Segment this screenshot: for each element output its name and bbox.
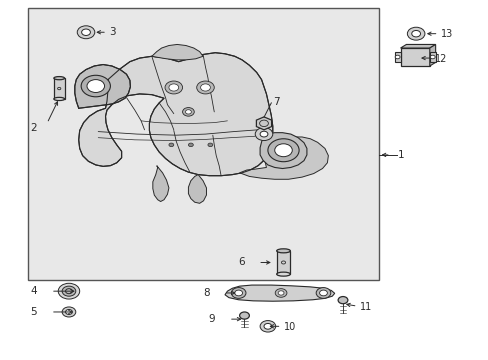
Circle shape [429,55,434,59]
Text: 1: 1 [397,150,404,160]
Circle shape [255,128,272,140]
Circle shape [260,131,267,137]
Circle shape [196,81,214,94]
Circle shape [77,26,95,39]
Circle shape [185,110,191,114]
Circle shape [407,27,424,40]
Bar [394,51,400,62]
Text: 12: 12 [434,54,446,64]
Bar [276,251,290,274]
Circle shape [260,320,275,332]
Bar [27,8,378,280]
Ellipse shape [276,249,290,253]
Text: 13: 13 [440,30,452,39]
Circle shape [164,81,182,94]
Ellipse shape [276,272,290,276]
Circle shape [188,143,193,147]
Ellipse shape [54,77,64,80]
Circle shape [411,31,420,37]
Circle shape [62,286,76,296]
Polygon shape [429,44,435,66]
Ellipse shape [54,97,64,100]
Polygon shape [260,133,306,168]
Circle shape [65,310,72,315]
Polygon shape [152,44,203,60]
Circle shape [234,290,242,296]
Polygon shape [256,117,271,130]
Text: 5: 5 [30,307,37,317]
Bar [54,78,64,99]
Circle shape [267,139,299,162]
Circle shape [182,108,194,116]
Circle shape [394,55,399,59]
Circle shape [337,297,347,304]
Circle shape [168,143,173,147]
Text: 7: 7 [272,97,279,107]
Polygon shape [79,53,272,176]
Polygon shape [400,44,435,48]
Text: 3: 3 [109,27,115,37]
Circle shape [200,84,210,91]
Polygon shape [188,175,206,203]
Text: 9: 9 [208,314,215,324]
Circle shape [87,80,104,93]
Circle shape [81,29,90,36]
Text: 8: 8 [203,288,210,298]
Text: 6: 6 [238,257,245,267]
Bar [429,51,435,62]
Circle shape [316,288,330,298]
Polygon shape [153,166,168,202]
Text: 2: 2 [30,123,37,133]
Text: 4: 4 [30,286,37,296]
Circle shape [239,312,249,319]
Circle shape [168,84,178,91]
Circle shape [278,291,284,295]
Circle shape [81,75,110,97]
Circle shape [58,283,80,299]
Text: 11: 11 [359,302,371,312]
Circle shape [274,144,292,157]
Circle shape [319,290,327,296]
Circle shape [275,289,286,297]
Circle shape [62,307,76,317]
Circle shape [231,288,245,298]
Circle shape [264,323,271,329]
Polygon shape [239,137,328,179]
Polygon shape [224,285,334,301]
Bar [400,48,429,66]
Polygon shape [75,64,130,108]
Circle shape [207,143,212,147]
Text: 10: 10 [283,322,295,332]
